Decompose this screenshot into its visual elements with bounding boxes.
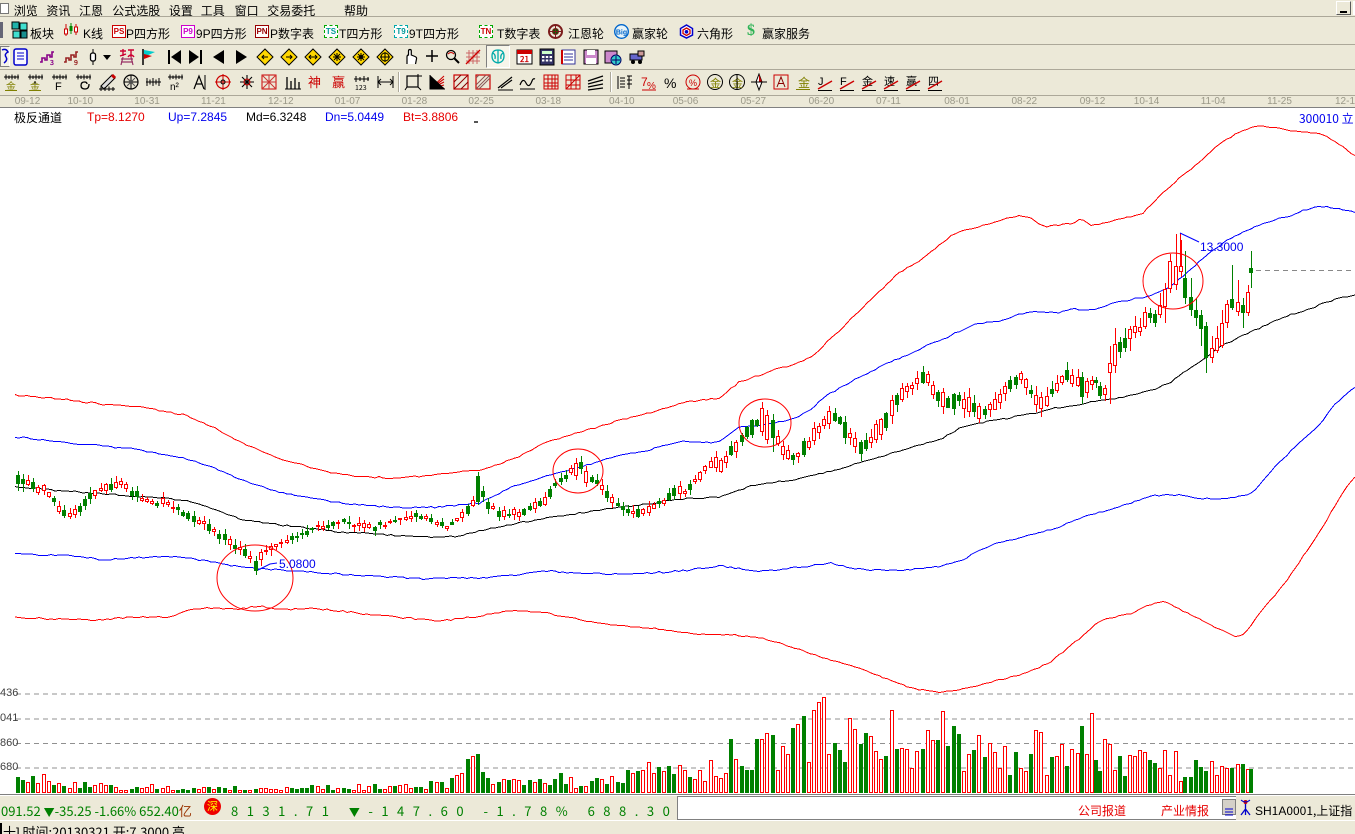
svg-text:21: 21 <box>520 54 529 65</box>
svg-text:%: % <box>664 75 676 91</box>
svg-text:金: 金 <box>798 74 810 91</box>
svg-text:J: J <box>818 76 824 88</box>
svg-text:金: 金 <box>710 75 721 91</box>
svg-text:123: 123 <box>355 83 367 92</box>
svg-text:%: % <box>647 81 656 92</box>
svg-text:赢: 赢 <box>332 73 345 91</box>
svg-text:金: 金 <box>862 73 873 89</box>
svg-text:9: 9 <box>74 58 78 66</box>
svg-text:神: 神 <box>308 73 321 91</box>
svg-text:F: F <box>840 76 847 88</box>
svg-text:金: 金 <box>6 78 16 92</box>
svg-text:3: 3 <box>49 58 54 66</box>
svg-text:F: F <box>55 81 62 92</box>
svg-text:金: 金 <box>30 78 40 92</box>
svg-text:%: % <box>689 78 697 88</box>
svg-text:速: 速 <box>884 73 895 89</box>
svg-text:赢: 赢 <box>906 73 917 89</box>
svg-text:Big: Big <box>616 30 627 37</box>
svg-text:7: 7 <box>641 75 648 89</box>
svg-text:四: 四 <box>928 73 939 89</box>
svg-text:n²: n² <box>170 82 180 92</box>
